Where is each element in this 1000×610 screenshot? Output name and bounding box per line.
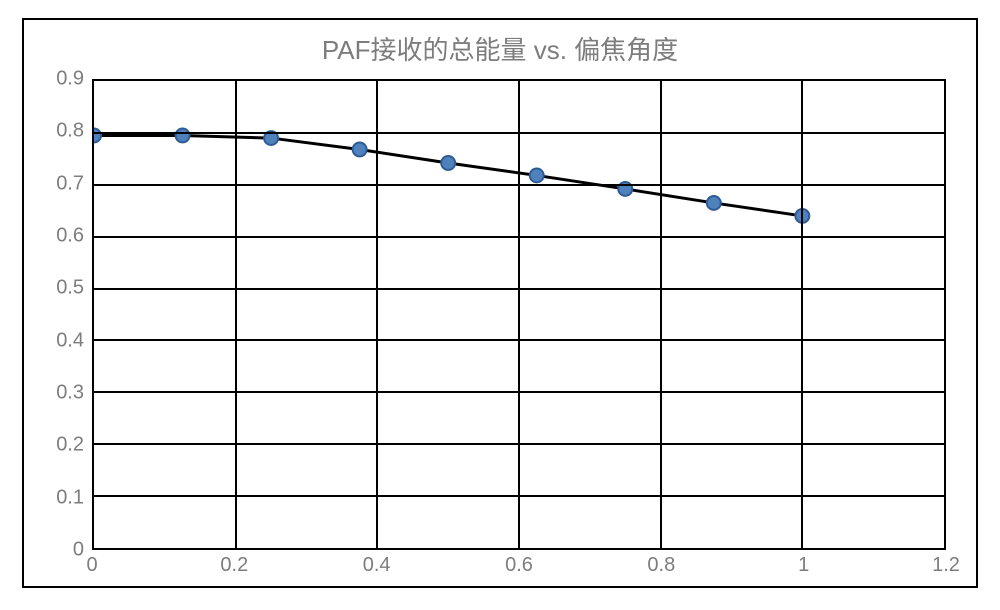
x-tick-label: 0.6	[505, 554, 533, 577]
y-tick-label: 0.5	[48, 277, 84, 300]
chart-title: PAF接收的总能量 vs. 偏焦角度	[24, 20, 976, 73]
series-marker	[441, 156, 455, 170]
y-tick-label: 0.8	[48, 120, 84, 143]
series-marker	[176, 129, 190, 143]
plot-area	[92, 79, 946, 550]
x-tick-label: 1.2	[932, 554, 960, 577]
grid-h	[94, 184, 944, 186]
grid-v	[801, 81, 803, 548]
grid-h	[94, 495, 944, 497]
x-tick-label: 0.4	[363, 554, 391, 577]
grid-h	[94, 339, 944, 341]
y-tick-label: 0.3	[48, 382, 84, 405]
y-tick-label: 0.2	[48, 434, 84, 457]
grid-h	[94, 236, 944, 238]
y-tick-label: 0.9	[48, 68, 84, 91]
grid-v	[376, 81, 378, 548]
grid-h	[94, 443, 944, 445]
x-tick-label: 0.2	[220, 554, 248, 577]
x-tick-label: 0	[86, 554, 97, 577]
grid-v	[235, 81, 237, 548]
y-tick-label: 0.4	[48, 329, 84, 352]
y-tick-label: 0.6	[48, 225, 84, 248]
x-tick-label: 0.8	[647, 554, 675, 577]
image-outer: PAF接收的总能量 vs. 偏焦角度 0 0.1 0.2 0.3 0.4 0.5 0.6 0.…	[0, 0, 1000, 610]
series-marker	[94, 129, 101, 143]
grid-h	[94, 132, 944, 134]
series-marker	[707, 196, 721, 210]
grid-h	[94, 288, 944, 290]
chart-wrap: 00.10.20.30.40.50.60.70.80.900.20.40.60.…	[48, 73, 952, 580]
y-tick-label: 0	[48, 539, 84, 562]
grid-v	[660, 81, 662, 548]
x-tick-label: 1	[798, 554, 809, 577]
y-tick-label: 0.7	[48, 172, 84, 195]
y-tick-label: 0.1	[48, 486, 84, 509]
grid-h	[94, 391, 944, 393]
series-marker	[530, 168, 544, 182]
series-line	[94, 135, 802, 215]
grid-v	[518, 81, 520, 548]
chart-frame: PAF接收的总能量 vs. 偏焦角度 0 0.1 0.2 0.3 0.4 0.5 0.6 0.…	[22, 18, 978, 588]
series-marker	[353, 143, 367, 157]
